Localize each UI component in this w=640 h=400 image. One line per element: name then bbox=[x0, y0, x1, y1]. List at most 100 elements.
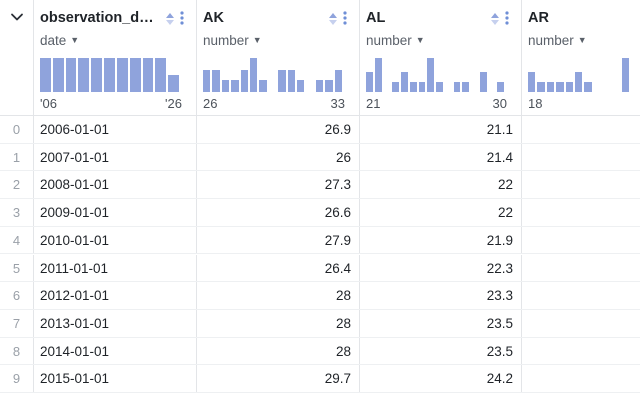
date-cell[interactable]: 2008-01-01 bbox=[34, 171, 197, 199]
column-type-label[interactable]: date bbox=[40, 33, 67, 48]
date-cell[interactable]: 2012-01-01 bbox=[34, 282, 197, 309]
histogram-bar[interactable] bbox=[278, 69, 286, 92]
ar-cell[interactable] bbox=[522, 116, 640, 143]
histogram-bar[interactable] bbox=[575, 71, 583, 92]
ar-cell[interactable] bbox=[522, 227, 640, 254]
date-cell[interactable]: 2006-01-01 bbox=[34, 116, 197, 143]
ar-cell[interactable] bbox=[522, 365, 640, 392]
ak-cell[interactable]: 26.6 bbox=[197, 199, 360, 226]
column-type-dropdown[interactable]: date ▼ bbox=[40, 33, 79, 48]
column-name[interactable]: AK bbox=[203, 10, 224, 26]
al-cell[interactable]: 21.9 bbox=[360, 226, 522, 254]
histogram-bar[interactable] bbox=[221, 80, 230, 92]
chevron-down-icon[interactable] bbox=[10, 10, 24, 24]
histogram-bar[interactable] bbox=[565, 81, 573, 92]
sort-icon[interactable] bbox=[328, 11, 338, 27]
table-row[interactable]: 2 2008-01-01 27.3 22 bbox=[0, 171, 640, 200]
sort-icon[interactable] bbox=[490, 11, 500, 27]
column-type-dropdown[interactable]: number ▼ bbox=[203, 33, 262, 48]
histogram-bar[interactable] bbox=[78, 58, 90, 92]
table-row[interactable]: 5 2011-01-01 26.4 22.3 bbox=[0, 254, 640, 283]
histogram-bar[interactable] bbox=[622, 58, 630, 92]
table-row[interactable]: 1 2007-01-01 26 21.4 bbox=[0, 143, 640, 172]
kebab-menu-icon[interactable] bbox=[179, 10, 185, 26]
histogram-bar[interactable] bbox=[537, 81, 545, 92]
histogram-bar[interactable] bbox=[418, 81, 426, 92]
al-cell[interactable]: 21.1 bbox=[360, 116, 522, 143]
column-name[interactable]: observation_d… bbox=[40, 10, 154, 26]
ak-cell[interactable]: 27.9 bbox=[197, 226, 360, 254]
histogram-bar[interactable] bbox=[287, 69, 295, 92]
histogram-bar[interactable] bbox=[546, 81, 555, 92]
al-cell[interactable]: 23.5 bbox=[360, 309, 522, 337]
table-row[interactable]: 3 2009-01-01 26.6 22 bbox=[0, 199, 640, 227]
histogram-bar[interactable] bbox=[528, 71, 536, 92]
histogram-bar[interactable] bbox=[427, 58, 434, 92]
histogram-bar[interactable] bbox=[155, 58, 167, 92]
al-cell[interactable]: 21.4 bbox=[360, 143, 522, 171]
al-cell[interactable]: 23.5 bbox=[360, 337, 522, 365]
histogram-bar[interactable] bbox=[366, 71, 373, 92]
column-type-label[interactable]: number bbox=[203, 33, 249, 48]
histogram-bar[interactable] bbox=[116, 58, 128, 92]
ak-cell[interactable]: 28 bbox=[197, 309, 360, 337]
date-cell[interactable]: 2010-01-01 bbox=[34, 226, 197, 254]
histogram-bar[interactable] bbox=[409, 81, 417, 92]
column-header-al[interactable]: AL number ▼ 21 30 bbox=[360, 0, 522, 116]
histogram-bar[interactable] bbox=[250, 58, 258, 92]
histogram-bar[interactable] bbox=[168, 75, 179, 92]
table-row[interactable]: 0 2006-01-01 26.9 21.1 bbox=[0, 116, 640, 144]
column-name[interactable]: AL bbox=[366, 10, 386, 26]
histogram-bar[interactable] bbox=[142, 58, 154, 92]
ar-cell[interactable] bbox=[522, 310, 640, 337]
ak-cell[interactable]: 29.7 bbox=[197, 365, 360, 392]
histogram-bar[interactable] bbox=[584, 81, 592, 92]
histogram-bar[interactable] bbox=[231, 80, 239, 92]
histogram-bar[interactable] bbox=[65, 58, 77, 92]
date-cell[interactable]: 2015-01-01 bbox=[34, 365, 197, 392]
collapse-toggle[interactable] bbox=[0, 0, 34, 116]
ak-cell[interactable]: 27.3 bbox=[197, 171, 360, 199]
date-cell[interactable]: 2011-01-01 bbox=[34, 254, 197, 282]
histogram-bar[interactable] bbox=[203, 69, 211, 92]
table-row[interactable]: 7 2013-01-01 28 23.5 bbox=[0, 309, 640, 338]
al-cell[interactable]: 22.3 bbox=[360, 254, 522, 282]
ar-cell[interactable] bbox=[522, 171, 640, 198]
ak-cell[interactable]: 28 bbox=[197, 282, 360, 309]
column-header-observation-date[interactable]: observation_d… date ▼ '06 '26 bbox=[34, 0, 197, 116]
date-cell[interactable]: 2013-01-01 bbox=[34, 309, 197, 337]
histogram-bar[interactable] bbox=[334, 69, 342, 92]
column-type-label[interactable]: number bbox=[528, 33, 574, 48]
ar-cell[interactable] bbox=[522, 338, 640, 365]
kebab-menu-icon[interactable] bbox=[342, 10, 348, 26]
ar-cell[interactable] bbox=[522, 144, 640, 171]
ar-cell[interactable] bbox=[522, 199, 640, 226]
al-cell[interactable]: 23.3 bbox=[360, 282, 522, 309]
column-type-label[interactable]: number bbox=[366, 33, 412, 48]
ak-cell[interactable]: 26 bbox=[197, 143, 360, 171]
date-cell[interactable]: 2007-01-01 bbox=[34, 143, 197, 171]
date-cell[interactable]: 2009-01-01 bbox=[34, 199, 197, 226]
column-type-dropdown[interactable]: number ▼ bbox=[366, 33, 425, 48]
ak-cell[interactable]: 26.4 bbox=[197, 254, 360, 282]
histogram-bar[interactable] bbox=[374, 58, 382, 92]
histogram-bar[interactable] bbox=[556, 81, 564, 92]
al-cell[interactable]: 22 bbox=[360, 199, 522, 226]
column-name[interactable]: AR bbox=[528, 10, 549, 26]
histogram-bar[interactable] bbox=[315, 80, 324, 92]
histogram-bar[interactable] bbox=[104, 58, 115, 92]
histogram-bar[interactable] bbox=[479, 71, 487, 92]
sort-icon[interactable] bbox=[165, 11, 175, 27]
histogram-bar[interactable] bbox=[240, 69, 248, 92]
histogram-bar[interactable] bbox=[392, 81, 399, 92]
histogram-bar[interactable] bbox=[297, 80, 305, 92]
histogram-bar[interactable] bbox=[453, 81, 461, 92]
kebab-menu-icon[interactable] bbox=[504, 10, 510, 26]
histogram-bar[interactable] bbox=[129, 58, 141, 92]
caret-down-icon[interactable]: ▼ bbox=[252, 35, 262, 45]
al-cell[interactable]: 24.2 bbox=[360, 365, 522, 392]
table-row[interactable]: 8 2014-01-01 28 23.5 bbox=[0, 337, 640, 366]
table-row[interactable]: 4 2010-01-01 27.9 21.9 bbox=[0, 226, 640, 255]
histogram-bar[interactable] bbox=[325, 80, 333, 92]
caret-down-icon[interactable]: ▼ bbox=[577, 35, 587, 45]
